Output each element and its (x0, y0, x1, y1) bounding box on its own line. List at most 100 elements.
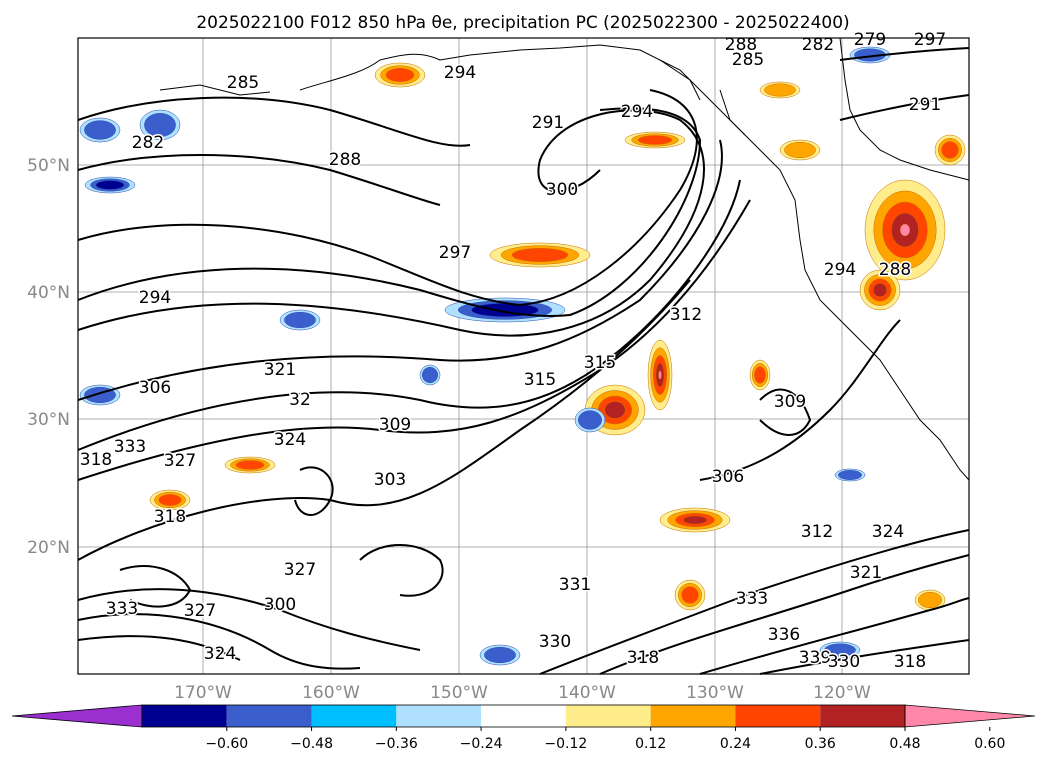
chart-title: 2025022100 F012 850 hPa θe, precipitatio… (196, 13, 849, 33)
colorbar-segment (820, 705, 905, 727)
colorbar-tick-label: 0.48 (889, 736, 920, 752)
precip-patch (658, 370, 662, 380)
contour-label: 294 (444, 63, 476, 83)
theta-e-contour (77, 199, 751, 481)
map-frame (77, 37, 970, 675)
map-area: 285 294 282 288 291 294 300 297 294 306 32 321 333 32… (77, 29, 970, 675)
colorbar-segment (735, 705, 821, 727)
colorbar: −0.60 −0.48 −0.36 −0.24 −0.12 0.12 0.24 0.36 0.4… (11, 704, 1036, 752)
contour-label: 333 (736, 589, 768, 609)
contour-label: 300 (546, 180, 578, 200)
theta-e-contour (77, 96, 471, 147)
precip-patch (918, 591, 942, 609)
precip-patch (941, 141, 959, 159)
colorbar-frame (141, 704, 906, 728)
contour-label: 324 (204, 644, 236, 664)
contour-label: 333 (114, 437, 146, 457)
colorbar-arrow-left (11, 704, 143, 728)
theta-e-contour (839, 47, 970, 61)
contour-label: 297 (914, 30, 946, 50)
contour-label: 297 (439, 243, 471, 263)
theta-e-contour (359, 544, 444, 597)
theta-e-contour (759, 639, 970, 675)
contour-label: 324 (872, 522, 904, 542)
theta-e-contour (77, 154, 441, 206)
colorbar-tick-label: 0.60 (974, 736, 1005, 752)
lon-tick-label: 150°W (430, 683, 488, 703)
contour-label: 315 (584, 353, 616, 373)
precip-patch (872, 282, 888, 298)
contour-label: 300 (264, 595, 296, 615)
theta-e-contour (77, 635, 241, 661)
contour-label: 321 (850, 563, 882, 583)
precip-patch (578, 410, 602, 430)
precip-patch (84, 120, 116, 140)
longitude-tick-labels: 170°W 160°W 150°W 140°W 130°W 120°W (174, 683, 871, 703)
precip-patch (144, 113, 176, 137)
lat-tick-label: 20°N (27, 538, 70, 558)
precip-patch (95, 180, 125, 190)
colorbar-segment (311, 705, 397, 727)
latitude-tick-labels: 50°N 40°N 30°N 20°N (27, 156, 70, 558)
contour-label: 312 (801, 522, 833, 542)
contour-label: 285 (227, 73, 259, 93)
contour-label: 306 (712, 467, 744, 487)
precip-patch (754, 366, 766, 384)
contour-label: 294 (621, 102, 653, 122)
theta-e-contour (77, 139, 723, 401)
theta-e-contour (77, 613, 361, 670)
theta-e-contour (599, 554, 970, 675)
contour-label: 282 (132, 133, 164, 153)
contour-label: 288 (725, 35, 757, 55)
colorbar-segment (396, 705, 482, 727)
coastline (299, 44, 970, 481)
contour-label: 318 (154, 507, 186, 527)
contour-label: 318 (627, 648, 659, 668)
colorbar-tick-label: −0.48 (290, 736, 333, 752)
lon-tick-label: 170°W (174, 683, 232, 703)
colorbar-tick-label: 0.36 (805, 736, 836, 752)
precip-patch (899, 223, 911, 237)
theta-e-contour (294, 466, 334, 516)
contour-label: 288 (329, 150, 361, 170)
contour-label: 318 (894, 652, 926, 672)
colorbar-segment (226, 705, 312, 727)
colorbar-arrow-right (904, 704, 1036, 728)
precip-patch (284, 311, 316, 329)
colorbar-segment (565, 705, 651, 727)
precip-patch (764, 83, 796, 97)
contour-label: 294 (139, 288, 171, 308)
contour-label: 312 (670, 305, 702, 325)
contour-label: 321 (264, 360, 296, 380)
contour-label: 336 (768, 625, 800, 645)
theta-e-contour (539, 529, 970, 675)
colorbar-segment (650, 705, 736, 727)
precip-patch (511, 248, 569, 262)
contour-label: 279 (854, 30, 886, 50)
contour-label: 331 (559, 575, 591, 595)
coastline (159, 84, 271, 96)
contour-label: 327 (164, 451, 196, 471)
colorbar-tick-label: −0.12 (544, 736, 587, 752)
contour-label: 282 (802, 35, 834, 55)
theta-e-contour (77, 89, 698, 307)
contour-label: 327 (184, 601, 216, 621)
precipitation-shading (79, 46, 966, 666)
lat-tick-label: 30°N (27, 410, 70, 430)
theta-e-contour (77, 107, 702, 317)
coastline (839, 37, 970, 181)
theta-e-contour (699, 597, 970, 675)
colorbar-segment (481, 705, 566, 727)
lon-tick-label: 160°W (302, 683, 360, 703)
contour-label: 330 (828, 652, 860, 672)
precip-patch (682, 515, 708, 525)
colorbar-tick-label: 0.12 (635, 736, 666, 752)
colorbar-segment (142, 705, 227, 727)
contour-label: 285 (732, 50, 764, 70)
contour-label: 318 (80, 450, 112, 470)
theta-e-contours (77, 47, 970, 675)
colorbar-tick-label: −0.36 (375, 736, 418, 752)
lat-tick-label: 50°N (27, 156, 70, 176)
lon-tick-label: 130°W (686, 683, 744, 703)
colorbar-tick-label: 0.24 (720, 736, 751, 752)
